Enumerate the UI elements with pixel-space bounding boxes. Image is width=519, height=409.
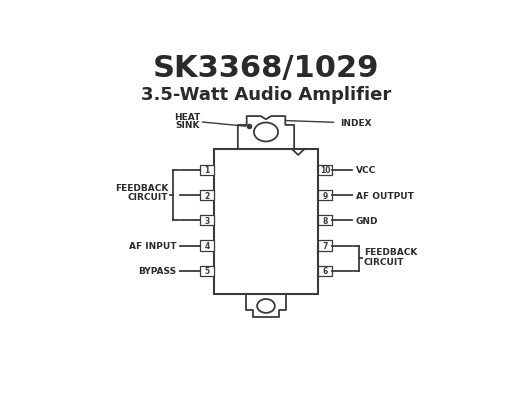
Bar [200,241,214,251]
Bar [318,266,332,276]
Bar [214,150,318,295]
Text: INDEX: INDEX [340,119,372,128]
Text: SINK: SINK [175,121,200,130]
Bar [200,216,214,226]
Bar [318,190,332,201]
Text: 9: 9 [322,191,327,200]
Bar [200,190,214,201]
Polygon shape [238,117,294,150]
Text: 10: 10 [320,166,330,175]
Text: 4: 4 [204,241,210,250]
Text: 7: 7 [322,241,327,250]
Text: FEEDBACK: FEEDBACK [364,248,417,257]
Bar [200,266,214,276]
Circle shape [257,299,275,313]
Text: GND: GND [356,216,378,225]
Text: CIRCUIT: CIRCUIT [128,193,168,202]
Text: SK3368/1029: SK3368/1029 [153,54,379,83]
Bar [318,165,332,175]
Text: 1: 1 [204,166,210,175]
Text: HEAT: HEAT [174,113,201,122]
Text: FEEDBACK: FEEDBACK [115,183,168,192]
Text: AF OUTPUT: AF OUTPUT [356,191,414,200]
Text: VCC: VCC [356,166,376,175]
Text: 6: 6 [322,267,327,276]
Text: 5: 5 [204,267,210,276]
Text: 2: 2 [204,191,210,200]
Bar [200,165,214,175]
Text: 3: 3 [204,216,210,225]
Bar [318,216,332,226]
Text: AF INPUT: AF INPUT [129,241,176,250]
Text: 8: 8 [322,216,327,225]
Text: CIRCUIT: CIRCUIT [364,257,404,266]
Polygon shape [246,295,286,317]
Bar [318,241,332,251]
Circle shape [254,123,278,142]
Text: 3.5-Watt Audio Amplifier: 3.5-Watt Audio Amplifier [141,86,391,104]
Text: BYPASS: BYPASS [138,267,176,276]
